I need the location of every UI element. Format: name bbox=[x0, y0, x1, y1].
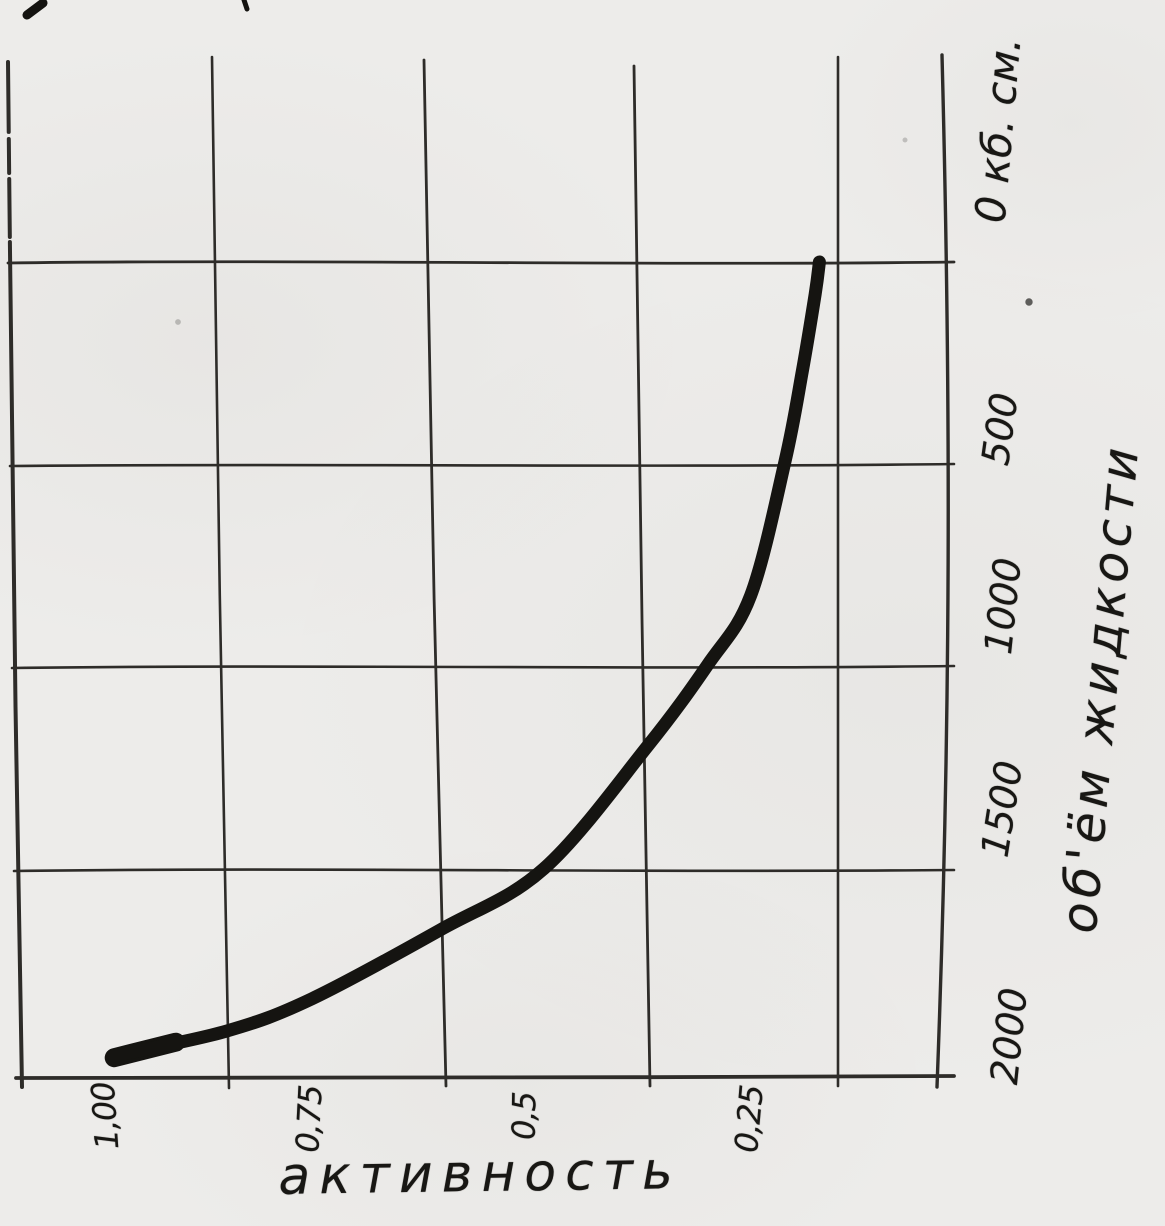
activity-tick-050: 0,5 bbox=[504, 1091, 544, 1141]
grid-vline-3 bbox=[422, 58, 448, 1088]
grid-hline-0 bbox=[6, 260, 956, 265]
activity-curve bbox=[104, 255, 826, 1068]
activity-tick-075: 0,75 bbox=[288, 1084, 330, 1154]
corner-ink-dash bbox=[22, 0, 48, 20]
grid-hline-1500 bbox=[12, 868, 956, 873]
grid-vline-right-border bbox=[935, 53, 950, 1089]
scan-artifacts bbox=[22, 0, 1033, 325]
grid-hline-2000-axis bbox=[14, 1074, 956, 1080]
activity-axis-title: активность bbox=[277, 1141, 683, 1207]
grid-vline-4 bbox=[632, 64, 652, 1088]
edge-ink-tick bbox=[241, 0, 250, 12]
curve-line bbox=[107, 255, 826, 1063]
grid-hline-500 bbox=[8, 462, 956, 468]
activity-tick-100: 1,00 bbox=[83, 1081, 127, 1151]
grid-vline-2 bbox=[210, 55, 231, 1090]
activity-tick-025: 0,25 bbox=[727, 1083, 771, 1155]
ink-speck bbox=[1025, 298, 1033, 306]
grid-lines bbox=[6, 53, 956, 1090]
paper-speck bbox=[902, 137, 908, 143]
grid-hline-1000 bbox=[10, 664, 956, 670]
grid-vline-left-border bbox=[6, 60, 24, 1089]
paper-speck bbox=[175, 319, 181, 325]
